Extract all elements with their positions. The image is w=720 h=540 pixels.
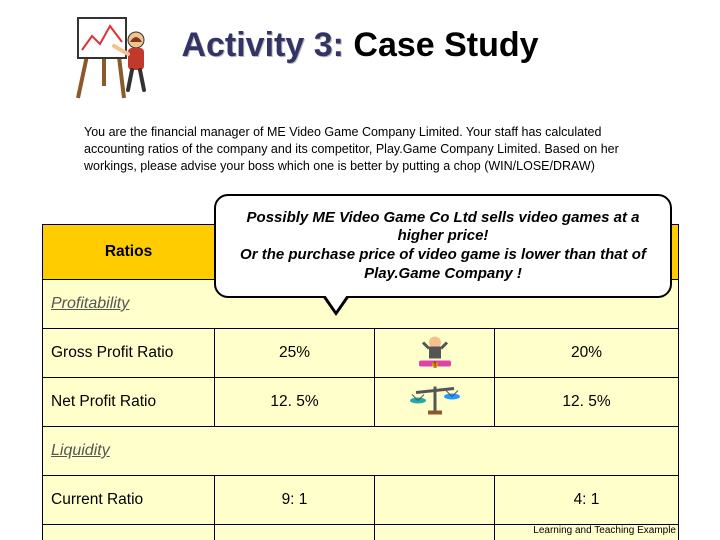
- ratio-name: Net Profit Ratio: [43, 378, 215, 427]
- me-value: 9: 1: [215, 476, 375, 525]
- intro-paragraph: You are the financial manager of ME Vide…: [84, 124, 640, 175]
- col-ratios: Ratios: [43, 225, 215, 280]
- ratio-name: Current Ratio: [43, 476, 215, 525]
- verdict-cell: [375, 476, 495, 525]
- balance-icon: [408, 383, 462, 422]
- play-value: 20%: [495, 329, 679, 378]
- play-value: 4: 1: [495, 476, 679, 525]
- svg-text:1: 1: [432, 361, 437, 369]
- callout-line-2: Or the purchase price of video game is l…: [230, 246, 656, 284]
- callout-tail-inner: [325, 295, 347, 311]
- ratio-name: Quick Ratio: [43, 525, 215, 540]
- footer-text: Learning and Teaching Example: [533, 525, 676, 536]
- section-row: Liquidity: [43, 427, 679, 476]
- table-row: Current Ratio9: 1 4: 1: [43, 476, 679, 525]
- play-value: 12. 5%: [495, 378, 679, 427]
- callout-line-1: Possibly ME Video Game Co Ltd sells vide…: [230, 209, 656, 247]
- me-value: 25%: [215, 329, 375, 378]
- title-prefix: Activity 3:: [181, 26, 344, 64]
- speech-callout: Possibly ME Video Game Co Ltd sells vide…: [214, 194, 672, 298]
- slide: Activity 3: Case Study You are the finan…: [0, 0, 720, 540]
- verdict-cell: [375, 378, 495, 427]
- slide-title: Activity 3: Case Study: [0, 26, 720, 65]
- title-rest: Case Study: [344, 26, 539, 64]
- me-value: 4: 1: [215, 525, 375, 540]
- table-row: Net Profit Ratio12. 5%12. 5%: [43, 378, 679, 427]
- trophy-icon: 1: [415, 333, 455, 374]
- verdict-cell: [375, 525, 495, 540]
- ratio-name: Gross Profit Ratio: [43, 329, 215, 378]
- me-value: 12. 5%: [215, 378, 375, 427]
- verdict-cell: 1: [375, 329, 495, 378]
- callout-box: Possibly ME Video Game Co Ltd sells vide…: [214, 194, 672, 298]
- section-label: Liquidity: [43, 427, 679, 476]
- table-row: Gross Profit Ratio25% 1 20%: [43, 329, 679, 378]
